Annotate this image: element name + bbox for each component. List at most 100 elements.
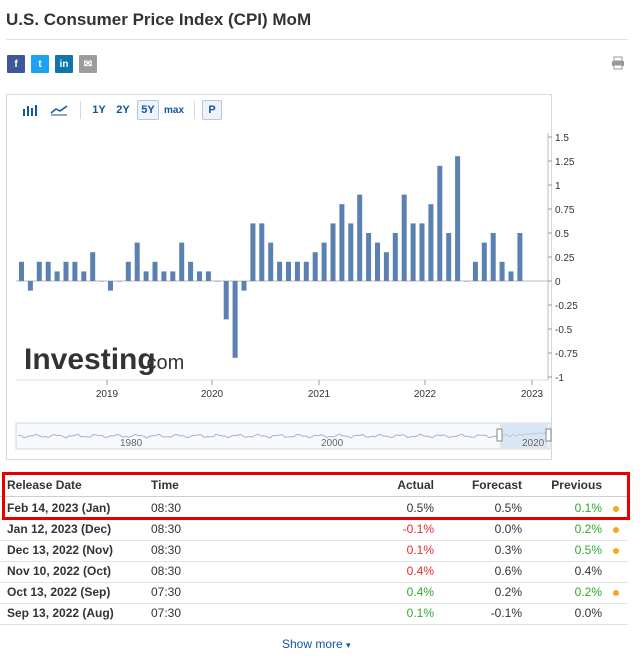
chart-bar[interactable]: [330, 223, 336, 281]
chart-bar[interactable]: [116, 281, 122, 282]
chart-bar[interactable]: [170, 271, 176, 281]
forecast-cell: 0.6%: [494, 564, 522, 578]
chart-bar[interactable]: [375, 242, 380, 281]
revised-indicator-icon[interactable]: [613, 590, 619, 596]
range-5y-button[interactable]: 5Y: [137, 100, 159, 120]
range-2y-button[interactable]: 2Y: [116, 104, 130, 116]
actual-cell: 0.1%: [406, 543, 434, 557]
chart-bar[interactable]: [179, 242, 185, 281]
chart-bar[interactable]: [108, 281, 113, 291]
y-tick-label: 1.5: [555, 133, 569, 144]
chart-bar[interactable]: [277, 261, 283, 281]
chart-bar[interactable]: [294, 261, 300, 281]
chart-bar[interactable]: [321, 242, 327, 281]
chart-bar[interactable]: [19, 261, 24, 281]
chart-bar[interactable]: [268, 242, 274, 281]
release-date-cell: Feb 14, 2023 (Jan): [7, 501, 111, 515]
chart-bar[interactable]: [508, 271, 514, 281]
actual-cell: 0.4%: [406, 585, 434, 599]
time-cell: 08:30: [151, 501, 182, 515]
chart-bar[interactable]: [481, 242, 487, 281]
cpi-bar-chart: 1.5 1.25 1 0.75 0.5 0.25 0 -0.25 -0.5 -0.75 -1 201…: [15, 133, 578, 450]
chart-bar[interactable]: [490, 233, 496, 281]
chart-bar[interactable]: [428, 204, 434, 281]
chart-bar[interactable]: [419, 223, 425, 281]
chart-bar[interactable]: [357, 194, 363, 281]
line-chart-button[interactable]: [46, 100, 72, 120]
chart-bar[interactable]: [232, 281, 238, 358]
chart-bar[interactable]: [223, 281, 229, 320]
time-cell: 08:30: [151, 564, 182, 578]
chart-bar[interactable]: [125, 261, 131, 281]
revised-indicator-icon[interactable]: [613, 548, 619, 554]
navigator-left-handle[interactable]: [496, 428, 503, 442]
chart-bar[interactable]: [464, 281, 469, 282]
header-divider: [0, 496, 628, 497]
y-tick-label: 0.75: [555, 205, 575, 216]
chart-bar[interactable]: [472, 261, 478, 281]
chart-bar[interactable]: [143, 271, 149, 281]
chart-bar[interactable]: [250, 223, 256, 281]
chart-bar[interactable]: [366, 233, 372, 281]
chart-bar[interactable]: [286, 261, 291, 281]
chart-bar[interactable]: [90, 252, 96, 281]
navigator-label: 2020: [522, 438, 545, 449]
bar-chart-button[interactable]: [18, 100, 42, 120]
row-divider: [0, 624, 628, 625]
chart-bar[interactable]: [437, 165, 443, 281]
show-more-link[interactable]: Show more ▾: [282, 637, 351, 651]
chart-bar[interactable]: [312, 252, 318, 281]
print-icon[interactable]: [611, 56, 625, 70]
chart-bar[interactable]: [161, 271, 167, 281]
chart-bar[interactable]: [81, 271, 87, 281]
show-more-label: Show more: [282, 637, 343, 651]
y-tick-label: 1.25: [555, 157, 575, 168]
y-tick-label: 1: [555, 181, 561, 192]
chart-bar[interactable]: [499, 261, 505, 281]
chart-bar[interactable]: [27, 281, 33, 291]
y-tick-label: -1: [555, 373, 564, 384]
navigator-right-handle[interactable]: [545, 428, 552, 442]
chart-bar[interactable]: [410, 223, 416, 281]
range-max-button[interactable]: max: [163, 104, 184, 116]
navigator-selection[interactable]: [500, 424, 548, 448]
chart-bar[interactable]: [455, 156, 461, 281]
revised-indicator-icon[interactable]: [613, 506, 619, 512]
twitter-share-button[interactable]: t: [31, 55, 49, 73]
chart-bar[interactable]: [36, 261, 42, 281]
chart-bar[interactable]: [214, 281, 220, 282]
chart-bar[interactable]: [205, 271, 211, 281]
range-1y-button[interactable]: 1Y: [92, 104, 106, 116]
linkedin-share-button[interactable]: in: [55, 55, 73, 73]
chart-bar[interactable]: [152, 261, 158, 281]
actual-cell: 0.5%: [406, 501, 434, 515]
facebook-share-button[interactable]: f: [7, 55, 25, 73]
chart-bar[interactable]: [303, 261, 309, 281]
latest-release-highlight: [2, 472, 630, 520]
revised-indicator-icon[interactable]: [613, 527, 619, 533]
chart-bar[interactable]: [259, 223, 265, 281]
chart-bar[interactable]: [99, 281, 105, 282]
release-date-cell: Nov 10, 2022 (Oct): [7, 564, 112, 578]
chart-bar[interactable]: [348, 223, 354, 281]
chart-bar[interactable]: [241, 281, 247, 291]
navigator-label: 2000: [321, 438, 344, 449]
line-chart-icon: [50, 105, 68, 116]
chart-bar[interactable]: [383, 252, 389, 281]
chart-bar[interactable]: [72, 261, 78, 281]
email-share-button[interactable]: ✉: [79, 55, 97, 73]
navigator-series: [17, 431, 547, 439]
chart-bar[interactable]: [392, 233, 398, 281]
p-button[interactable]: P: [202, 100, 222, 120]
chart-bar[interactable]: [339, 204, 345, 281]
x-tick-label: 2022: [414, 389, 437, 400]
chart-bar[interactable]: [54, 271, 60, 281]
chart-bar[interactable]: [401, 194, 407, 281]
chart-bar[interactable]: [197, 271, 202, 281]
chart-bar[interactable]: [188, 261, 194, 281]
chart-bar[interactable]: [134, 242, 140, 281]
chart-bar[interactable]: [517, 233, 523, 281]
chart-bar[interactable]: [446, 233, 452, 281]
chart-bar[interactable]: [63, 261, 69, 281]
chart-bar[interactable]: [45, 261, 51, 281]
